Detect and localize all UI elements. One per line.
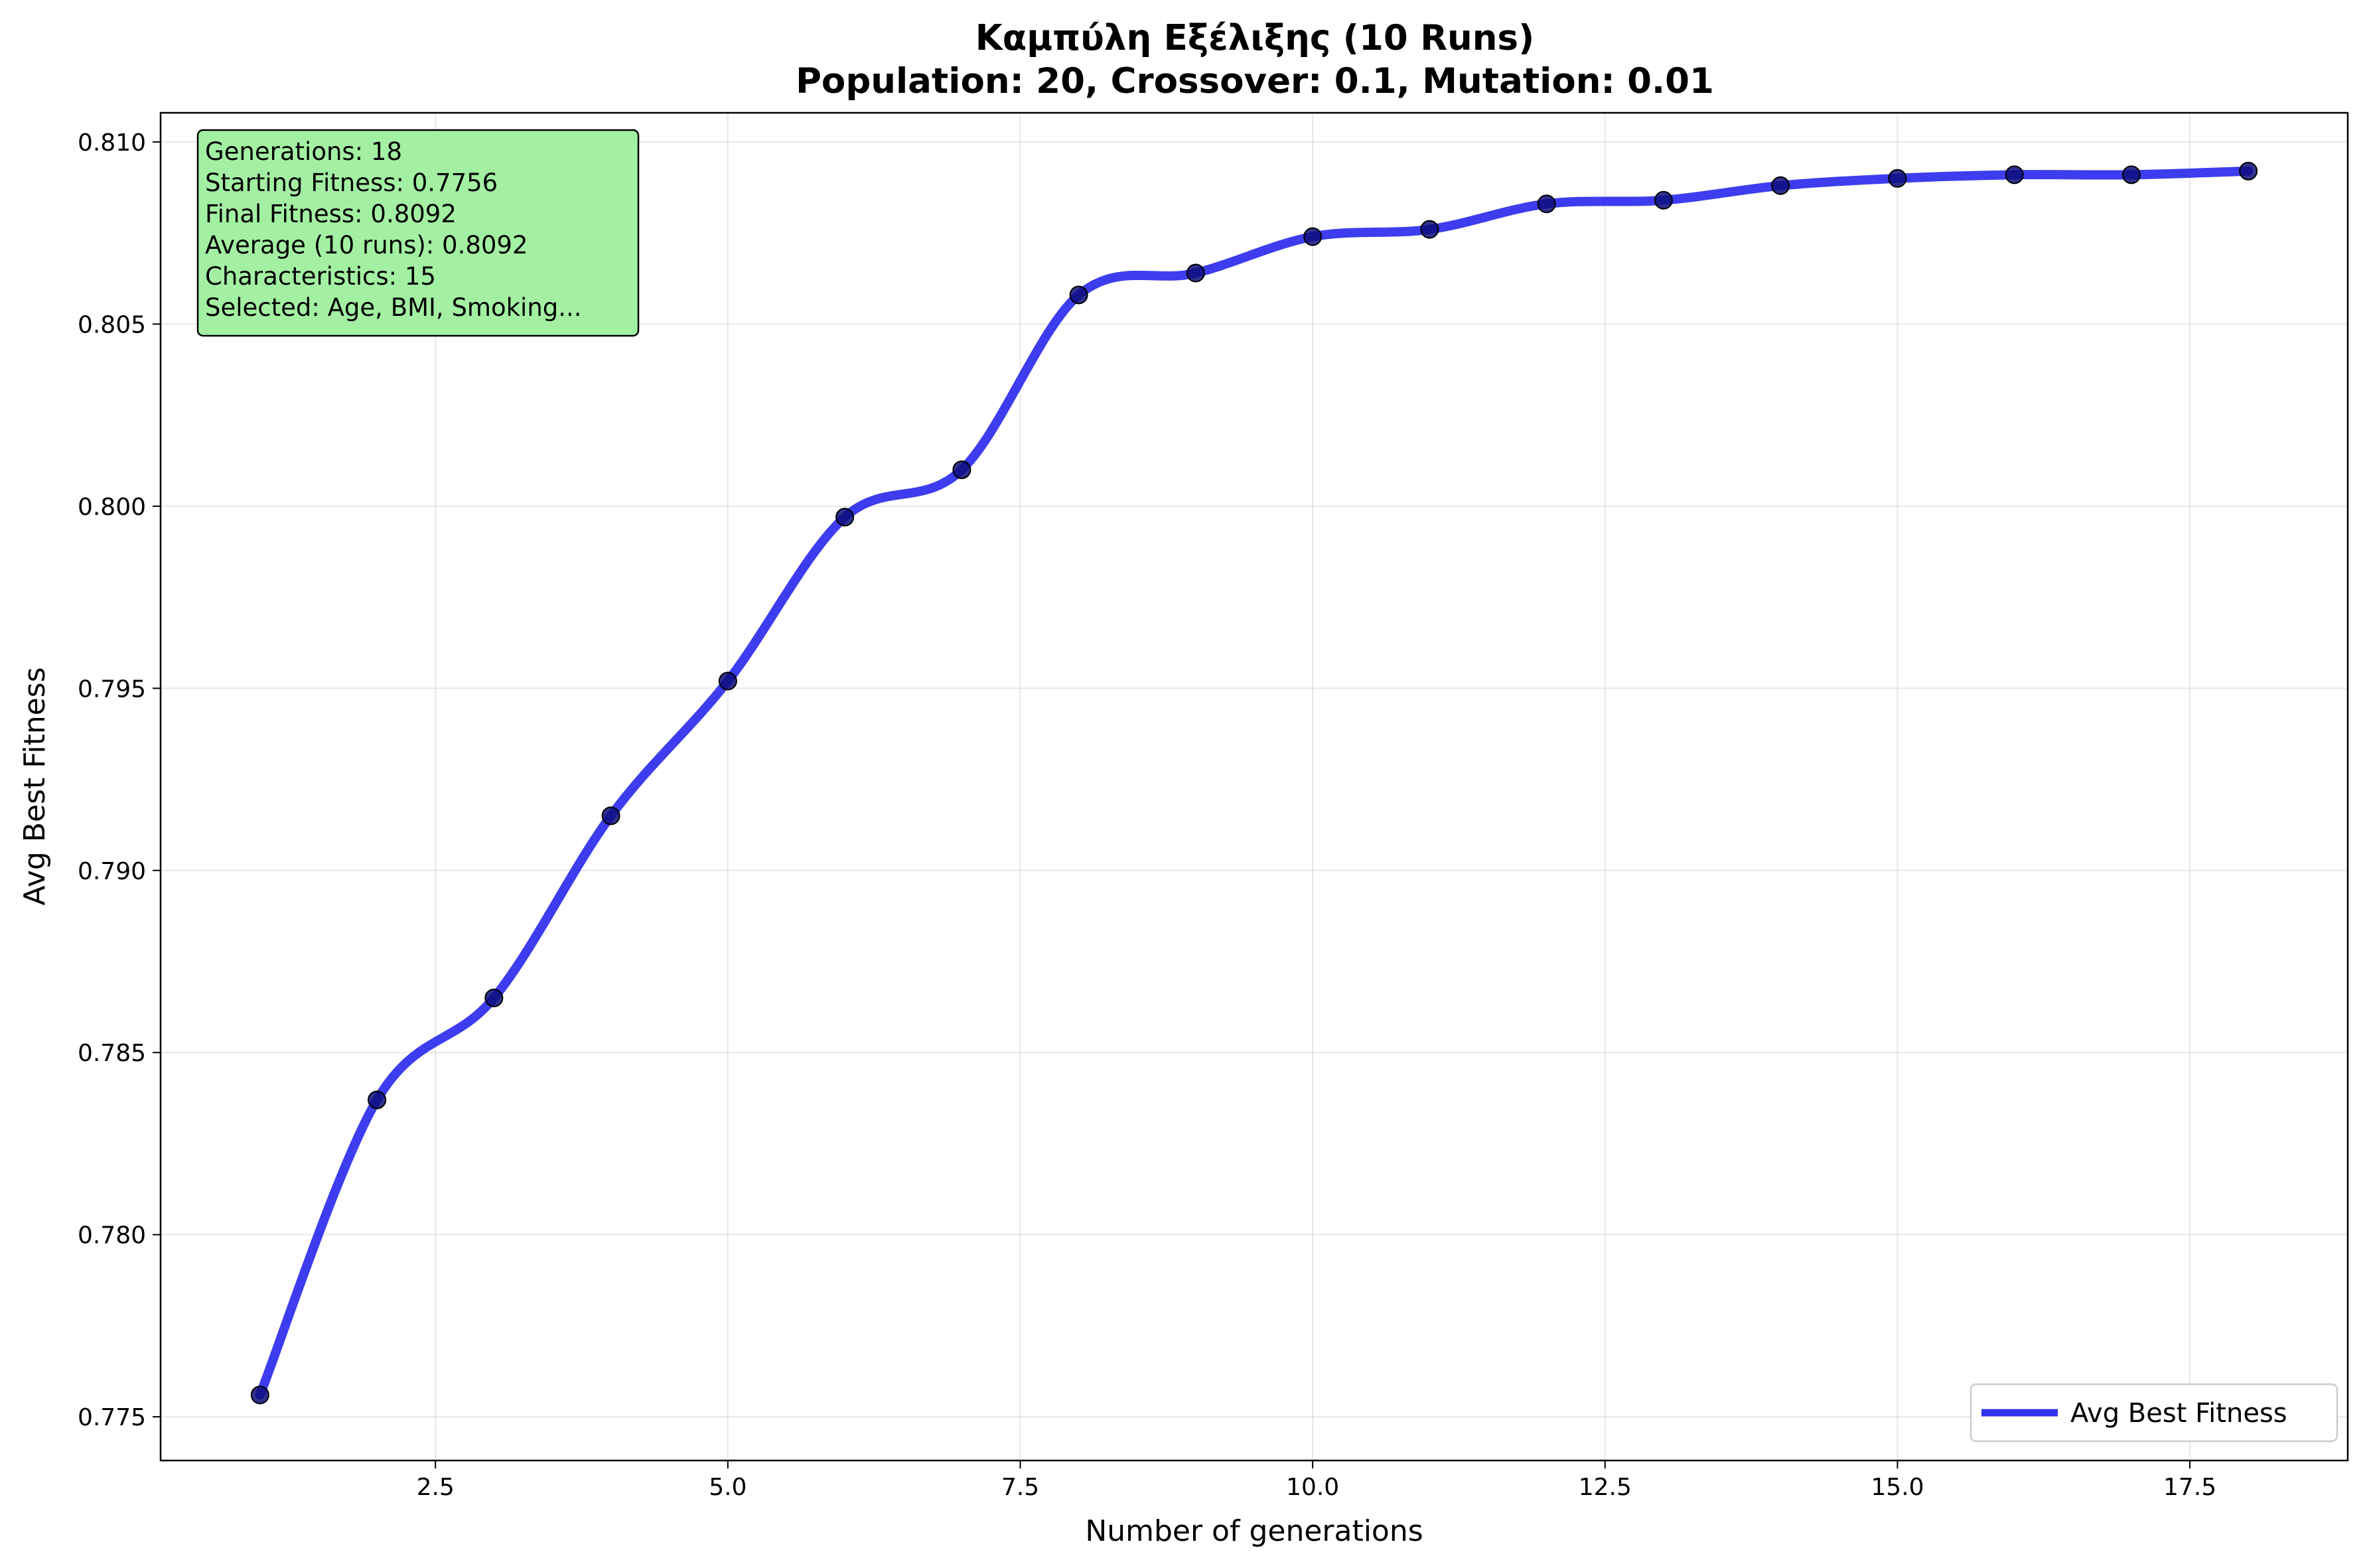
series-line: [255, 166, 2254, 1400]
info-box: Generations: 18 Starting Fitness: 0.7756…: [196, 129, 640, 337]
y-tick-label: 0.790: [78, 858, 146, 885]
data-point: [2005, 165, 2024, 184]
data-point: [1420, 220, 1439, 239]
y-tick-label: 0.780: [78, 1222, 146, 1249]
data-point: [368, 1090, 387, 1109]
data-point: [952, 460, 971, 479]
x-tick-label: 10.0: [1286, 1474, 1339, 1501]
info-line: Final Fitness: 0.8092: [205, 200, 457, 228]
grid-lines: [161, 113, 2348, 1461]
data-point: [1186, 263, 1205, 283]
chart-title: Καμπύλη Εξέλιξης (10 Runs): [975, 18, 1535, 58]
y-tick-label: 0.805: [78, 311, 146, 338]
y-tick-label: 0.785: [78, 1040, 146, 1067]
x-tick-label: 12.5: [1579, 1474, 1632, 1501]
x-tick-label: 7.5: [1001, 1474, 1039, 1501]
legend-frame: [1970, 1383, 2338, 1443]
data-point: [1069, 285, 1088, 305]
data-point: [2121, 165, 2141, 184]
y-tick-label: 0.810: [78, 129, 146, 157]
axis-ticks: 2.5 5.0 7.5 10.0 12.5 15.0 17.5 0.775 0.780 0.785…: [78, 129, 2216, 1501]
info-box-background: [196, 129, 640, 337]
info-line: Generations: 18: [205, 137, 402, 166]
data-series: [250, 161, 2258, 1405]
data-point: [1888, 169, 1907, 188]
legend: Avg Best Fitness: [1970, 1383, 2338, 1443]
legend-label: Avg Best Fitness: [2070, 1398, 2287, 1429]
data-point: [835, 508, 855, 527]
data-point: [250, 1386, 269, 1405]
chart-subtitle: Population: 20, Crossover: 0.1, Mutation…: [796, 61, 1714, 102]
y-tick-label: 0.795: [78, 676, 146, 703]
x-tick-label: 5.0: [709, 1474, 747, 1501]
data-point: [2239, 161, 2258, 180]
x-tick-label: 17.5: [2163, 1474, 2216, 1501]
data-point: [1303, 227, 1323, 246]
x-tick-label: 2.5: [417, 1474, 455, 1501]
x-tick-label: 15.0: [1871, 1474, 1924, 1501]
data-point: [1771, 176, 1790, 195]
plot-frame: [159, 111, 2349, 1462]
info-line: Selected: Age, BMI, Smoking...: [205, 293, 582, 322]
data-point: [484, 988, 504, 1007]
y-tick-label: 0.775: [78, 1404, 146, 1431]
y-axis-label: Avg Best Fitness: [18, 667, 52, 905]
data-point: [718, 672, 737, 691]
y-tick-label: 0.800: [78, 494, 146, 521]
info-line: Average (10 runs): 0.8092: [205, 231, 528, 259]
info-line: Characteristics: 15: [205, 262, 436, 291]
info-line: Starting Fitness: 0.7756: [205, 169, 498, 197]
x-axis-label: Number of generations: [1085, 1514, 1423, 1548]
data-point: [601, 806, 620, 825]
data-point: [1537, 194, 1556, 214]
data-point: [1654, 190, 1673, 210]
